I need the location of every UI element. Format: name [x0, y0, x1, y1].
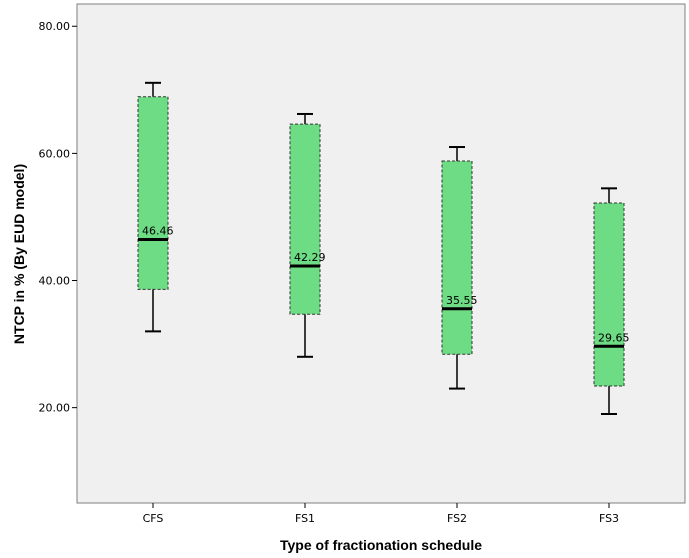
iqr-box [441, 160, 473, 355]
y-axis: 20.00 40.00 60.00 80.00 [39, 20, 77, 415]
median-label: 42.29 [294, 251, 326, 264]
plot-area [76, 3, 686, 504]
x-tick-label: FS2 [447, 512, 467, 525]
median-label: 29.65 [598, 331, 630, 344]
box-cfs: 46.46 [137, 81, 174, 333]
x-axis-title: Type of fractionation schedule [280, 537, 482, 553]
iqr-box [593, 202, 625, 387]
x-tick-label: CFS [143, 512, 164, 525]
box-fs3: 29.65 [593, 187, 630, 416]
iqr-box [289, 123, 321, 315]
x-tick-label: FS1 [295, 512, 315, 525]
boxes-group: 46.46 42.29 35.55 29.65 [137, 81, 630, 416]
iqr-box [137, 96, 169, 290]
y-tick-label: 40.00 [39, 275, 71, 288]
median-label: 46.46 [142, 224, 174, 237]
y-tick-label: 60.00 [39, 147, 71, 160]
y-tick-label: 20.00 [39, 402, 71, 415]
median-label: 35.55 [446, 294, 478, 307]
y-axis-title: NTCP in % (By EUD model) [11, 164, 27, 344]
y-tick-label: 80.00 [39, 20, 71, 33]
box-fs1: 42.29 [289, 112, 326, 358]
x-tick-label: FS3 [599, 512, 619, 525]
x-axis: CFS FS1 FS2 FS3 [143, 503, 619, 525]
box-fs2: 35.55 [441, 146, 478, 390]
